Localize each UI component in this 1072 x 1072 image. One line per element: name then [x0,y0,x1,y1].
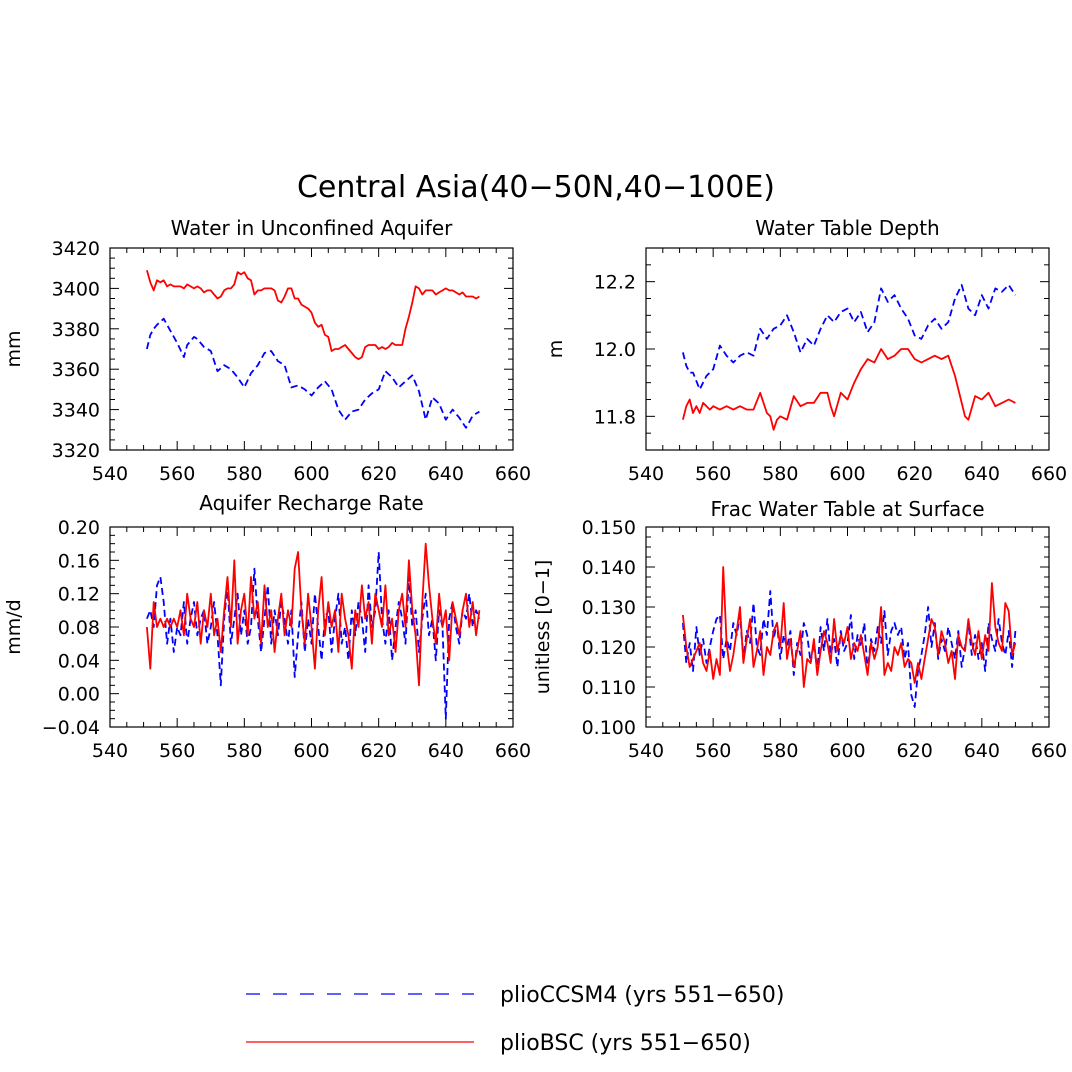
x-tick-label: 620 [897,463,933,485]
y-tick-label: 0.100 [582,717,636,739]
panel-title-2: Water Table Depth [755,216,939,240]
y-tick-label: 0.16 [58,550,100,572]
y-axis-label-2: m [545,340,567,359]
legend-label-pliocCSM4: plioCCSM4 (yrs 551−650) [500,983,784,1008]
legend-label-plioBSC: plioBSC (yrs 551−650) [500,1031,751,1056]
chart-panels: 540 560 580 600 620 640 660 3320 3340 3360 3380 340… [3,216,1067,762]
x-tick-label: 640 [964,740,1000,762]
x-tick-label: 580 [762,740,798,762]
y-tick-label: −0.04 [42,717,100,739]
chart-panel-1: 540 560 580 600 620 640 660 3320 3340 3360 3380 340… [3,216,531,485]
series-plioBSC-line-1 [146,269,480,360]
y-tick-label: 0.20 [58,517,100,539]
y-tick-label: 0.12 [58,584,100,606]
x-tick-label: 660 [495,463,531,485]
chart-panel-4: 540 560 580 600 620 640 660 0.100 0.110 0.120 0.13… [532,497,1067,762]
x-tick-label: 640 [428,463,464,485]
x-tick-label: 540 [92,740,128,762]
x-tick-label: 540 [628,740,664,762]
x-tick-label: 660 [1031,740,1067,762]
plot-frame-2 [645,247,1050,451]
panel-title-1: Water in Unconfined Aquifer [171,216,454,240]
x-tick-label: 600 [293,740,329,762]
series-pliocCSM4-line-2 [682,284,1017,391]
y-tick-label: 3320 [52,440,100,462]
chart-panel-3: 540 560 580 600 620 640 660 −0.04 0.00 0.04 0.08 0.… [3,491,531,762]
plot-frame-1 [109,247,514,451]
y-tick-label: 0.04 [58,650,100,672]
panel-title-3: Aquifer Recharge Rate [199,491,424,515]
x-tick-label: 580 [226,740,262,762]
x-tick-label: 600 [829,463,865,485]
x-tick-label: 560 [695,463,731,485]
x-tick-label: 580 [762,463,798,485]
x-tick-label: 600 [293,463,329,485]
x-tick-label: 620 [361,463,397,485]
y-axis-label-1: mm [3,330,25,367]
series-plioBSC-line-2 [682,348,1016,431]
y-axis-label-3: mm/d [3,599,25,654]
y-tick-label: 0.00 [58,684,100,706]
x-tick-label: 660 [495,740,531,762]
figure-title: Central Asia(40−50N,40−100E) [297,170,775,205]
chart-panel-2: 540 560 580 600 620 640 660 11.8 12.0 12.2 Water T… [545,216,1067,485]
y-tick-label: 12.0 [594,339,636,361]
x-tick-label: 640 [964,463,1000,485]
series-pliocCSM4-line-3 [146,551,481,720]
x-tick-label: 580 [226,463,262,485]
y-tick-label: 0.110 [582,677,636,699]
panel-title-4: Frac Water Table at Surface [710,497,984,521]
x-tick-label: 620 [897,740,933,762]
series-plioBSC-line-3 [146,542,481,687]
y-tick-label: 3400 [52,278,100,300]
y-tick-label: 12.2 [594,272,636,294]
y-tick-label: 3360 [52,359,100,381]
y-tick-label: 0.150 [582,517,636,539]
y-tick-label: 3420 [52,238,100,260]
x-tick-label: 560 [695,740,731,762]
y-tick-label: 0.08 [58,617,100,639]
x-tick-label: 560 [159,740,195,762]
series-pliocCSM4-line-1 [146,317,480,429]
x-tick-label: 620 [361,740,397,762]
y-tick-label: 0.130 [582,597,636,619]
series-plioBSC-line-4 [682,566,1017,688]
x-tick-label: 660 [1031,463,1067,485]
x-tick-label: 640 [428,740,464,762]
y-tick-label: 3340 [52,400,100,422]
legend: plioCCSM4 (yrs 551−650) plioBSC (yrs 551… [246,983,784,1056]
y-tick-label: 3380 [52,319,100,341]
x-tick-label: 540 [628,463,664,485]
y-axis-label-4: unitless [0−1] [532,560,554,695]
x-tick-label: 540 [92,463,128,485]
y-tick-label: 0.120 [582,637,636,659]
x-tick-label: 600 [829,740,865,762]
y-tick-label: 11.8 [594,406,636,428]
x-tick-label: 560 [159,463,195,485]
y-tick-label: 0.140 [582,557,636,579]
